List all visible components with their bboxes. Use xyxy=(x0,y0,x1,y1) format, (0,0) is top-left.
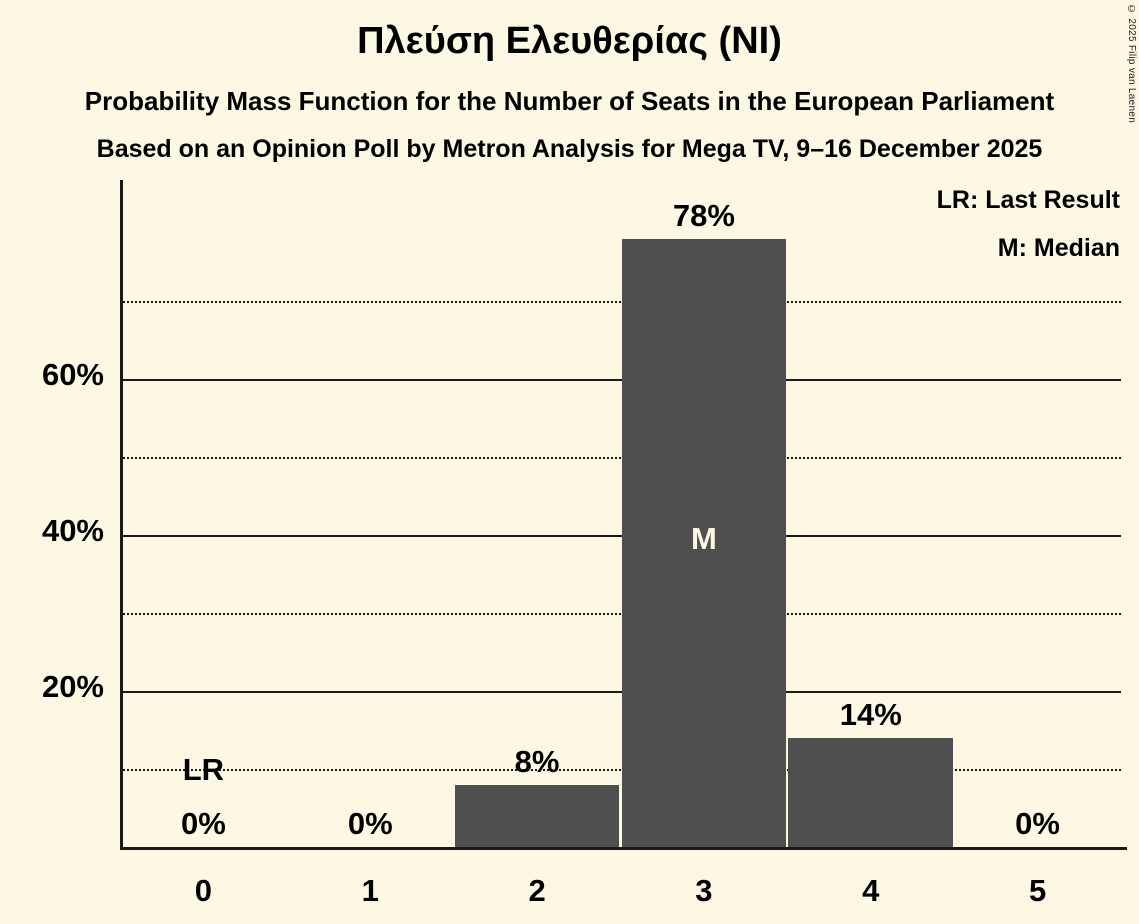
bar-value-label-0: 0% xyxy=(181,806,226,841)
gridline-major xyxy=(120,379,1121,381)
bar-4[interactable] xyxy=(788,737,954,847)
x-tick-label-2: 2 xyxy=(528,873,546,908)
x-tick-label-0: 0 xyxy=(194,873,213,908)
bar-3[interactable] xyxy=(621,238,787,847)
y-tick-label-40: 40% xyxy=(41,513,104,548)
gridline-major xyxy=(120,691,1121,693)
gridline-minor xyxy=(120,457,1121,459)
page-title: Πλεύση Ελευθερίας (ΝΙ) xyxy=(357,20,782,62)
legend-entry-0: LR: Last Result xyxy=(936,186,1120,214)
marker-median: M xyxy=(691,520,717,556)
x-tick-label-3: 3 xyxy=(695,873,713,908)
legend-entry-1: M: Median xyxy=(997,234,1120,262)
bar-value-label-5: 0% xyxy=(1015,806,1060,841)
y-tick-label-20: 20% xyxy=(41,669,104,704)
gridline-minor xyxy=(120,301,1121,303)
gridline-major xyxy=(120,535,1121,537)
x-tick-label-4: 4 xyxy=(862,873,880,908)
copyright-notice: © 2025 Filip van Laenen xyxy=(1126,4,1137,124)
x-axis xyxy=(120,847,1127,850)
bar-value-label-3: 78% xyxy=(672,197,735,233)
bar-value-label-1: 0% xyxy=(347,806,393,841)
gridline-minor xyxy=(120,769,1121,771)
y-tick-label-60: 60% xyxy=(41,357,104,392)
chart-subtitle-secondary: Based on an Opinion Poll by Metron Analy… xyxy=(96,135,1043,163)
chart-subtitle-primary: Probability Mass Function for the Number… xyxy=(84,86,1055,116)
x-tick-label-1: 1 xyxy=(361,873,379,908)
y-axis xyxy=(120,180,123,847)
x-tick-label-5: 5 xyxy=(1028,873,1047,908)
gridline-minor xyxy=(120,613,1121,615)
bar-2[interactable] xyxy=(454,784,620,847)
bar-value-label-4: 14% xyxy=(839,696,902,732)
marker-last-result: LR xyxy=(182,752,225,787)
bar-value-label-2: 8% xyxy=(514,743,560,779)
